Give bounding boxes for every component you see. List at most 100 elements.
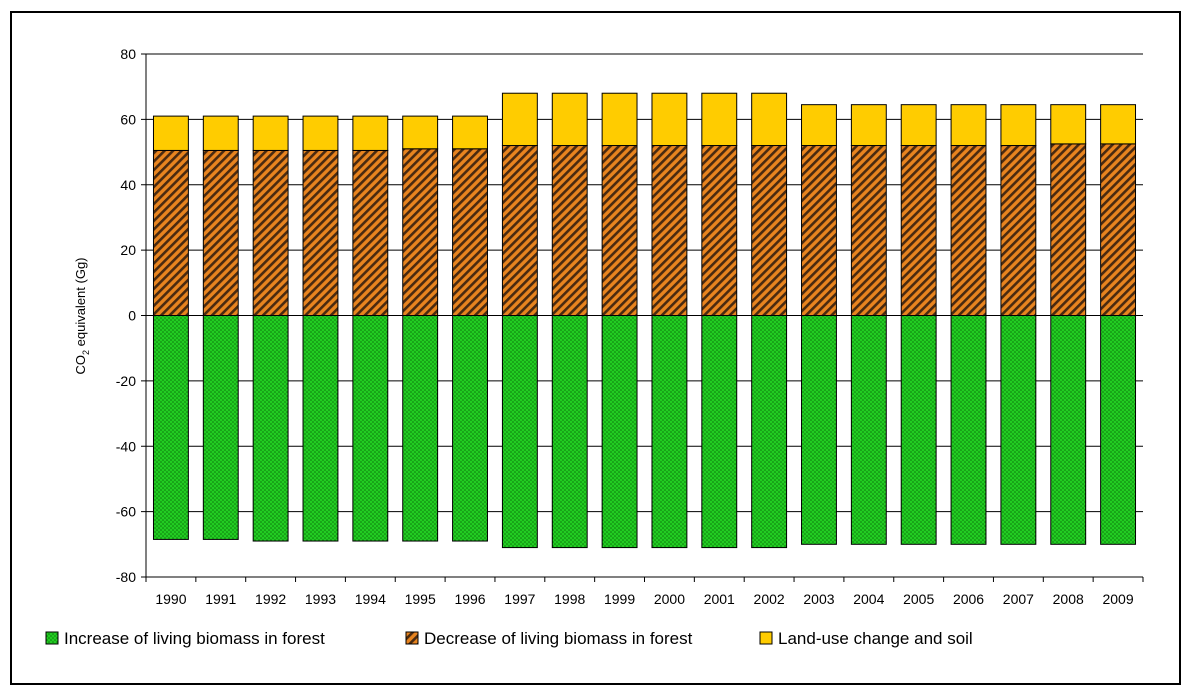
bar-land-use-change-soil: [900, 104, 937, 147]
bar-increase-living-biomass: [1000, 315, 1037, 545]
legend-label: Land-use change and soil: [778, 629, 973, 648]
legend-label: Decrease of living biomass in forest: [424, 629, 693, 648]
bar-increase-living-biomass: [202, 315, 239, 540]
y-tick-label: -20: [116, 373, 136, 389]
bar-decrease-living-biomass: [501, 145, 538, 316]
bar-decrease-living-biomass: [1000, 145, 1037, 316]
axes: [141, 53, 1144, 582]
x-tick-label: 1990: [155, 591, 186, 607]
bar-land-use-change-soil: [1000, 104, 1037, 147]
bar-decrease-living-biomass: [900, 145, 937, 316]
bar-decrease-living-biomass: [1050, 143, 1087, 316]
x-tick-label: 1991: [205, 591, 236, 607]
bar-land-use-change-soil: [601, 92, 638, 147]
y-tick-label: 20: [120, 242, 136, 258]
bar-decrease-living-biomass: [202, 149, 239, 316]
bar-decrease-living-biomass: [551, 145, 588, 316]
bar-increase-living-biomass: [950, 315, 987, 545]
x-tick-label: 2001: [704, 591, 735, 607]
y-tick-label: -60: [116, 504, 136, 520]
x-tick-label: 1999: [604, 591, 635, 607]
bars: [152, 92, 1137, 549]
y-tick-label: 0: [128, 308, 136, 324]
bar-increase-living-biomass: [352, 315, 389, 542]
bar-land-use-change-soil: [551, 92, 588, 147]
bar-land-use-change-soil: [701, 92, 738, 147]
x-tick-label: 2003: [803, 591, 834, 607]
bar-land-use-change-soil: [751, 92, 788, 147]
y-tick-label: 40: [120, 177, 136, 193]
legend: Increase of living biomass in forest Decr…: [45, 629, 973, 648]
x-tick-label: 2006: [953, 591, 984, 607]
x-tick-label: 1995: [405, 591, 436, 607]
bar-land-use-change-soil: [950, 104, 987, 147]
bar-increase-living-biomass: [501, 315, 538, 549]
bar-increase-living-biomass: [252, 315, 289, 542]
legend-swatch: [405, 631, 419, 645]
bar-decrease-living-biomass: [402, 148, 439, 316]
x-tick-label: 1997: [504, 591, 535, 607]
bar-increase-living-biomass: [701, 315, 738, 549]
x-tick-label: 2008: [1053, 591, 1084, 607]
x-tick-label: 2004: [853, 591, 884, 607]
bar-land-use-change-soil: [501, 92, 538, 147]
bar-decrease-living-biomass: [950, 145, 987, 316]
bar-land-use-change-soil: [452, 115, 488, 150]
y-tick-label: 60: [120, 111, 136, 127]
legend-label: Increase of living biomass in forest: [64, 629, 325, 648]
bar-increase-living-biomass: [900, 315, 937, 545]
bar-land-use-change-soil: [801, 104, 837, 147]
bar-increase-living-biomass: [152, 315, 189, 540]
bar-land-use-change-soil: [1100, 104, 1137, 145]
bar-decrease-living-biomass: [751, 145, 788, 316]
bar-land-use-change-soil: [302, 115, 339, 151]
bar-decrease-living-biomass: [352, 149, 389, 316]
bar-decrease-living-biomass: [850, 145, 887, 316]
bar-land-use-change-soil: [252, 115, 289, 151]
bar-increase-living-biomass: [751, 315, 788, 549]
chart-frame: 80 60 40 20 0 -20 -40 -60 -80 1990 1991 1992 1993 19…: [10, 11, 1181, 685]
bar-land-use-change-soil: [1050, 104, 1087, 145]
bar-increase-living-biomass: [801, 315, 837, 545]
bar-decrease-living-biomass: [601, 145, 638, 316]
legend-swatch: [759, 631, 773, 645]
x-tick-labels: 1990 1991 1992 1993 1994 1995 1996 1997 1998 1999…: [155, 591, 1134, 607]
y-axis-label-main: CO: [73, 355, 88, 375]
bar-increase-living-biomass: [651, 315, 688, 549]
bar-increase-living-biomass: [551, 315, 588, 549]
bar-decrease-living-biomass: [302, 149, 339, 316]
x-tick-label: 2007: [1003, 591, 1034, 607]
x-tick-label: 2005: [903, 591, 934, 607]
bar-increase-living-biomass: [1050, 315, 1087, 545]
bar-decrease-living-biomass: [1100, 143, 1137, 316]
bar-land-use-change-soil: [850, 104, 887, 147]
bar-increase-living-biomass: [1100, 315, 1137, 545]
y-axis-label-rest: equivalent (Gg): [73, 257, 88, 350]
bar-land-use-change-soil: [352, 115, 389, 151]
x-tick-label: 1996: [454, 591, 485, 607]
bar-increase-living-biomass: [601, 315, 638, 549]
bar-decrease-living-biomass: [801, 145, 837, 316]
x-tick-label: 2002: [754, 591, 785, 607]
bar-decrease-living-biomass: [252, 149, 289, 316]
bar-increase-living-biomass: [302, 315, 339, 542]
bar-decrease-living-biomass: [651, 145, 688, 316]
x-tick-label: 1994: [355, 591, 386, 607]
gridlines: [146, 53, 1143, 513]
x-tick-label: 2009: [1102, 591, 1133, 607]
bar-increase-living-biomass: [850, 315, 887, 545]
bar-land-use-change-soil: [402, 115, 439, 150]
y-tick-label: 80: [120, 46, 136, 62]
y-axis-label: CO2 equivalent (Gg): [73, 257, 91, 374]
bar-decrease-living-biomass: [701, 145, 738, 316]
bar-decrease-living-biomass: [152, 149, 189, 316]
y-tick-label: -40: [116, 438, 136, 454]
x-tick-label: 1992: [255, 591, 286, 607]
bar-land-use-change-soil: [202, 115, 239, 151]
y-tick-label: -80: [116, 569, 136, 585]
x-tick-label: 1998: [554, 591, 585, 607]
bar-land-use-change-soil: [152, 115, 189, 151]
x-tick-label: 2000: [654, 591, 685, 607]
y-tick-labels: 80 60 40 20 0 -20 -40 -60 -80: [116, 46, 136, 585]
